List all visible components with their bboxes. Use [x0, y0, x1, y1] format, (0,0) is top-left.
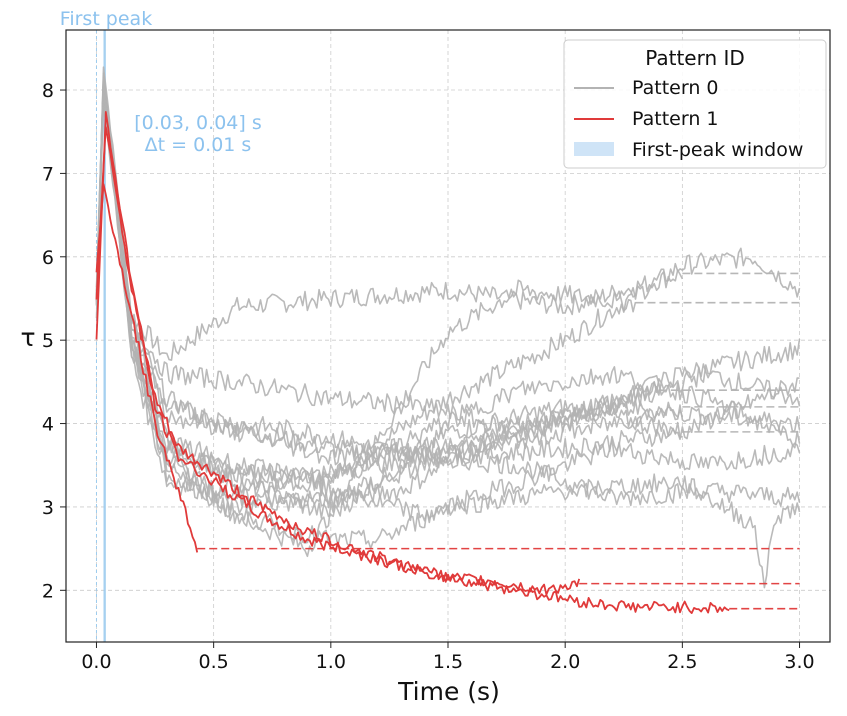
pattern-1-line: [95, 111, 730, 614]
legend-label-pattern-1: Pattern 1: [632, 108, 718, 130]
x-tick-label: 1.0: [316, 651, 346, 673]
y-tick-label: 2: [42, 580, 54, 602]
legend-title: Pattern ID: [645, 46, 745, 70]
x-tick-label: 3.0: [784, 651, 814, 673]
pattern-0-line: [95, 66, 684, 361]
y-tick-label: 7: [42, 163, 54, 185]
pattern-0-line: [95, 89, 801, 589]
first-peak-label: First peak: [60, 8, 152, 30]
axis-ticks: 0.0 0.5 1.0 1.5 2.0 2.5 3.0 2 3 4 5 6 7 8: [42, 80, 815, 673]
window-range-text: [0.03, 0.04] s: [134, 112, 261, 134]
x-tick-label: 1.5: [433, 651, 463, 673]
y-tick-label: 6: [42, 247, 54, 269]
legend-label-first-peak-window: First-peak window: [632, 139, 803, 161]
y-tick-label: 3: [42, 497, 54, 519]
y-axis-label: τ: [20, 323, 35, 352]
pattern-0-line: [95, 75, 800, 467]
pattern-1-line: [95, 183, 199, 553]
legend-label-pattern-0: Pattern 0: [632, 77, 718, 99]
x-tick-label: 0.5: [199, 651, 229, 673]
pattern-1-line: [95, 126, 581, 596]
delta-t-text: Δt = 0.01 s: [145, 134, 252, 156]
legend-box: [563, 39, 827, 169]
legend: Pattern ID Pattern 0 Pattern 1 First-pea…: [563, 39, 827, 169]
y-tick-label: 4: [42, 414, 54, 436]
x-axis-label: Time (s): [397, 677, 500, 706]
y-tick-label: 5: [42, 330, 54, 352]
x-tick-label: 0.0: [81, 651, 111, 673]
series-lines: [95, 66, 801, 614]
y-tick-label: 8: [42, 80, 54, 102]
pattern-0-line: [95, 93, 684, 466]
x-tick-label: 2.0: [550, 651, 580, 673]
pattern-0-line: [95, 76, 801, 490]
legend-swatch-first-peak-window: [574, 142, 614, 156]
x-tick-label: 2.5: [667, 651, 697, 673]
first-peak-window-band: [103, 30, 106, 642]
